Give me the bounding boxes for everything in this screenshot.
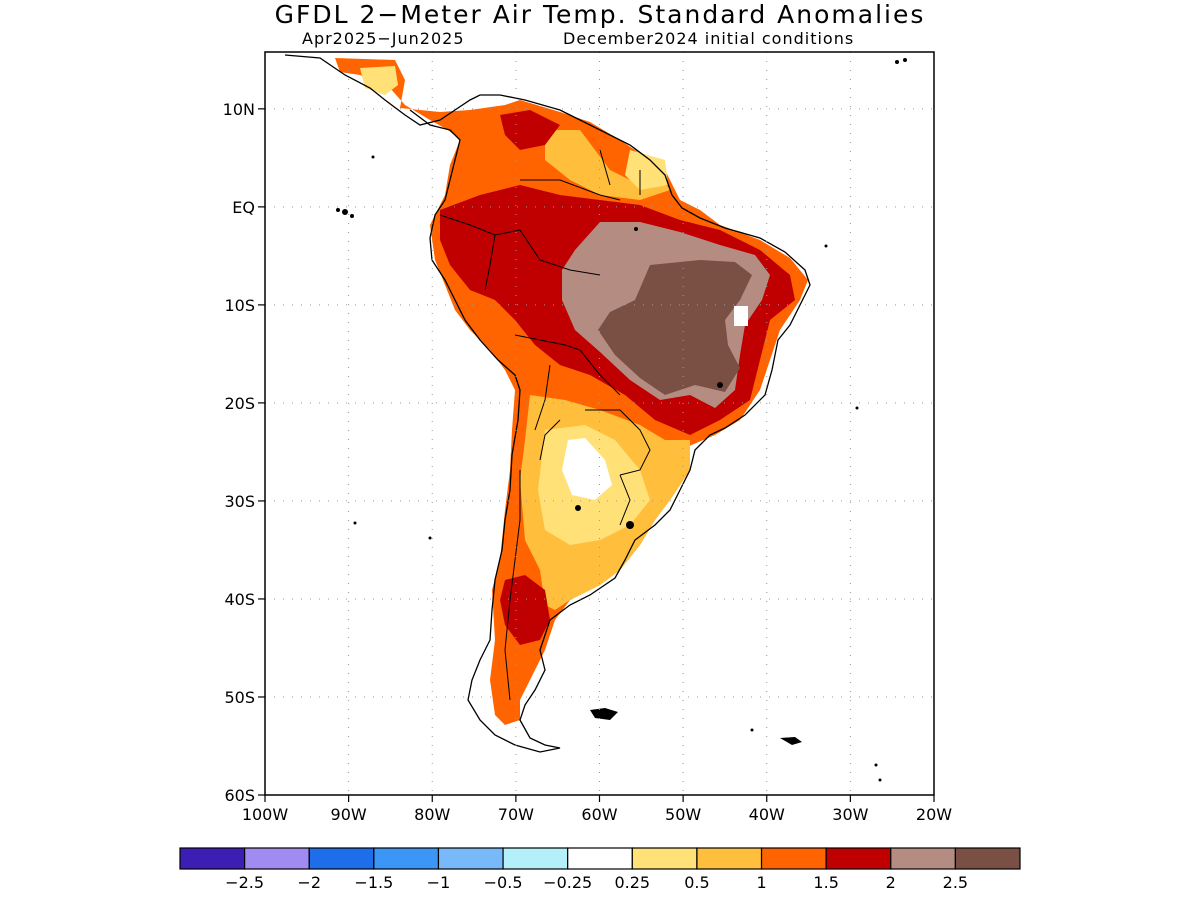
longitude-label: 90W bbox=[331, 805, 367, 824]
colorbar-swatch bbox=[567, 847, 633, 870]
longitude-label: 20W bbox=[916, 805, 952, 824]
initial-conditions-label: December2024 initial conditions bbox=[563, 29, 855, 48]
coastlines bbox=[284, 54, 811, 753]
anomaly-region-light-orange bbox=[545, 130, 670, 200]
colorbar-label: −1 bbox=[427, 873, 451, 892]
south-america-coastline bbox=[284, 54, 811, 753]
colorbar-swatch bbox=[502, 847, 569, 870]
colorbar-label: 1.5 bbox=[813, 873, 838, 892]
colorbar-swatch bbox=[179, 847, 246, 870]
colorbar-label: −2.5 bbox=[225, 873, 264, 892]
colorbar-swatch bbox=[631, 847, 698, 870]
longitude-label: 50W bbox=[665, 805, 701, 824]
colorbar-swatch bbox=[696, 847, 763, 870]
colorbar-label: 0.25 bbox=[614, 873, 650, 892]
longitude-label: 100W bbox=[242, 805, 289, 824]
colorbar-swatch bbox=[760, 847, 827, 870]
longitude-label: 30W bbox=[832, 805, 868, 824]
forecast-period: Apr2025−Jun2025 bbox=[302, 29, 465, 48]
anomaly-region-yellow bbox=[360, 66, 398, 95]
island-markers bbox=[336, 58, 907, 782]
colorbar-label: −2 bbox=[297, 873, 321, 892]
latitude-label: 40S bbox=[224, 590, 255, 609]
missing-data-cell bbox=[734, 306, 748, 326]
colorbar-swatch bbox=[373, 847, 440, 870]
anomaly-region-brown bbox=[598, 260, 752, 395]
longitude-label: 60W bbox=[581, 805, 617, 824]
anomaly-region-yellow bbox=[625, 150, 668, 190]
anomaly-region-dark-red bbox=[500, 110, 560, 150]
colorbar-swatch bbox=[244, 847, 310, 870]
longitude-label: 80W bbox=[414, 805, 450, 824]
anomaly-field bbox=[335, 58, 808, 725]
latitude-label: 10S bbox=[224, 296, 255, 315]
colorbar-label: 0.5 bbox=[684, 873, 709, 892]
colorbar-label: −0.5 bbox=[484, 873, 523, 892]
colorbar-label: 1 bbox=[756, 873, 766, 892]
colorbar-swatch bbox=[954, 847, 1021, 870]
anomaly-region-dark-red bbox=[500, 575, 550, 645]
colorbar-label: 2.5 bbox=[943, 873, 968, 892]
colorbar-swatch bbox=[890, 847, 956, 870]
longitude-label: 40W bbox=[749, 805, 785, 824]
latitude-label: 10N bbox=[223, 100, 255, 119]
colorbar-label: −0.25 bbox=[543, 873, 592, 892]
latitude-label: 20S bbox=[224, 394, 255, 413]
latitude-axis: 10N EQ 10S 20S 30S 40S 50S 60S bbox=[223, 100, 265, 805]
longitude-label: 70W bbox=[498, 805, 534, 824]
colorbar-label: 2 bbox=[886, 873, 896, 892]
latitude-label: 30S bbox=[224, 492, 255, 511]
colorbar-label: −1.5 bbox=[354, 873, 393, 892]
colorbar-swatch bbox=[825, 847, 892, 870]
colorbar-swatch bbox=[437, 847, 504, 870]
latitude-label: EQ bbox=[232, 198, 255, 217]
country-borders bbox=[439, 149, 651, 701]
longitude-axis: 100W 90W 80W 70W 60W 50W 40W 30W 20W bbox=[242, 795, 952, 824]
latitude-label: 50S bbox=[224, 688, 255, 707]
colorbar-swatch bbox=[308, 847, 375, 870]
map-title: GFDL 2−Meter Air Temp. Standard Anomalie… bbox=[274, 0, 926, 29]
latitude-label: 60S bbox=[224, 786, 255, 805]
colorbar: −2.5 −2 −1.5 −1 −0.5 −0.25 0.25 0.5 1 1.5 2 2.5 bbox=[179, 847, 1021, 892]
